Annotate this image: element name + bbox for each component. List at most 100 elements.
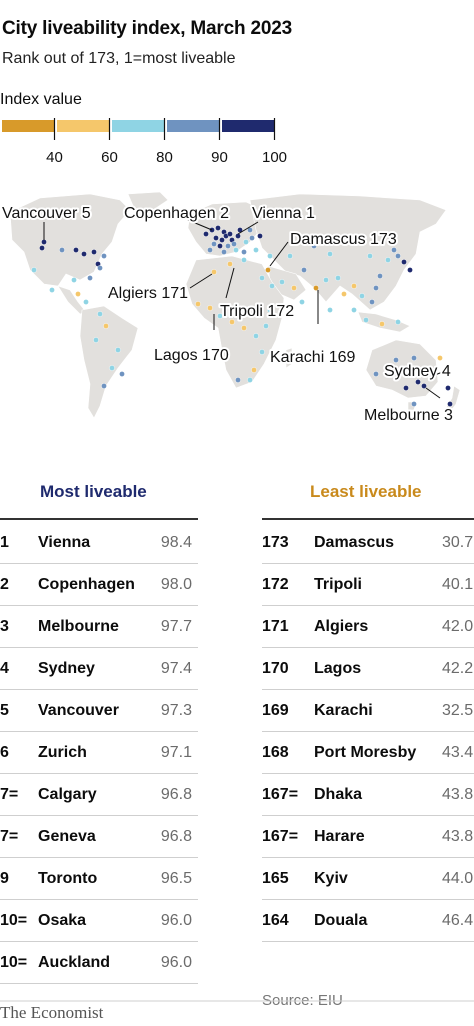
city-callout-halo: Tripoli 172: [220, 303, 294, 320]
index-value-cell: 98.4: [160, 534, 192, 551]
city-dot: [49, 287, 55, 293]
legend-swatch: [2, 120, 54, 132]
landmass: [185, 255, 285, 389]
city-callout-label: Copenhagen 2: [124, 205, 229, 222]
row-divider: [0, 689, 198, 690]
rank-cell: 7=: [0, 786, 19, 803]
city-dot: [91, 249, 97, 255]
row-divider: [262, 815, 474, 816]
city-dot: [367, 253, 373, 259]
city-dot: [87, 275, 93, 281]
index-value-cell: 97.1: [160, 744, 192, 761]
row-divider: [0, 815, 198, 816]
city-dot: [259, 349, 265, 355]
index-value-cell: 96.0: [160, 912, 192, 929]
callout-leader: [425, 387, 441, 399]
row-divider: [262, 689, 474, 690]
rank-cell: 10=: [0, 912, 28, 929]
index-value-cell: 96.5: [160, 870, 192, 887]
most-liveable-rule: [0, 518, 198, 520]
city-callout-halo: Algiers 171: [108, 285, 188, 302]
city-cell: Copenhagen: [38, 576, 135, 593]
city-dot: [241, 257, 247, 263]
city-cell: Tripoli: [314, 576, 362, 593]
city-dot: [215, 225, 221, 231]
city-dot: [213, 235, 219, 241]
city-dot: [233, 247, 239, 253]
city-dot: [373, 371, 379, 377]
row-divider: [262, 731, 474, 732]
callout-leader: [431, 369, 449, 377]
rank-cell: 3: [0, 618, 9, 635]
row-divider: [262, 941, 474, 942]
city-dot: [247, 227, 253, 233]
legend-tick-label: 100: [262, 149, 287, 166]
row-divider: [262, 563, 474, 564]
city-dot: [437, 355, 443, 361]
row-divider: [0, 731, 198, 732]
city-callout-label: Tripoli 172: [220, 303, 294, 320]
city-dot: [403, 385, 409, 391]
row-divider: [262, 899, 474, 900]
row-divider: [0, 983, 198, 984]
city-dot: [393, 357, 399, 363]
city-cell: Lagos: [314, 660, 362, 677]
chart-subtitle: Rank out of 173, 1=most liveable: [2, 50, 236, 67]
row-divider: [0, 941, 198, 942]
table-row: 6 Zurich 97.1: [0, 732, 198, 774]
city-callout-halo: Damascus 173: [290, 231, 397, 248]
city-dot: [369, 299, 375, 305]
city-dot: [41, 239, 47, 245]
city-dot: [119, 371, 125, 377]
city-cell: Harare: [314, 828, 365, 845]
city-callout-halo: Melbourne 3: [364, 407, 453, 424]
city-dot: [109, 365, 115, 371]
city-dot: [411, 355, 417, 361]
city-cell: Port Moresby: [314, 744, 417, 761]
city-callout-label: Damascus 173: [290, 231, 397, 248]
footer-rule: [0, 1000, 474, 1002]
city-dot: [217, 243, 223, 249]
table-row: 9 Toronto 96.5: [0, 858, 198, 900]
index-value-cell: 98.0: [160, 576, 192, 593]
table-row: 167= Dhaka 43.8: [262, 774, 474, 816]
city-dot: [231, 241, 237, 247]
city-cell: Dhaka: [314, 786, 363, 803]
row-divider: [262, 647, 474, 648]
table-row: 7= Geneva 96.8: [0, 816, 198, 858]
row-divider: [0, 605, 198, 606]
city-dot: [267, 307, 273, 313]
city-dot: [229, 319, 235, 325]
city-dot: [445, 385, 451, 391]
city-dot: [195, 301, 201, 307]
city-dot: [363, 317, 369, 323]
rank-cell: 173: [262, 534, 289, 551]
index-value-cell: 43.8: [442, 828, 474, 845]
city-cell: Toronto: [38, 870, 98, 887]
index-value-cell: 43.8: [442, 786, 474, 803]
legend-swatch: [167, 120, 219, 132]
table-row: 2 Copenhagen 98.0: [0, 564, 198, 606]
city-callout-halo: Copenhagen 2: [124, 205, 229, 222]
row-divider: [0, 563, 198, 564]
city-dot: [351, 307, 357, 313]
city-callout-halo: Lagos 170: [154, 347, 229, 364]
table-row: 170 Lagos 42.2: [262, 648, 474, 690]
city-callout-label: Sydney 4: [384, 363, 451, 380]
city-callout-halo: Karachi 169: [270, 349, 355, 366]
city-dot: [235, 233, 241, 239]
city-dot: [59, 247, 65, 253]
rank-cell: 6: [0, 744, 9, 761]
city-dot: [379, 321, 385, 327]
row-divider: [0, 773, 198, 774]
index-value-cell: 42.2: [442, 660, 474, 677]
city-dot: [421, 383, 427, 389]
city-callout-label: Lagos 170: [154, 347, 229, 364]
city-dot: [83, 299, 89, 305]
city-dot: [227, 231, 233, 237]
rank-cell: 168: [262, 744, 289, 761]
rank-cell: 170: [262, 660, 289, 677]
city-cell: Karachi: [314, 702, 373, 719]
city-dot: [267, 253, 273, 259]
